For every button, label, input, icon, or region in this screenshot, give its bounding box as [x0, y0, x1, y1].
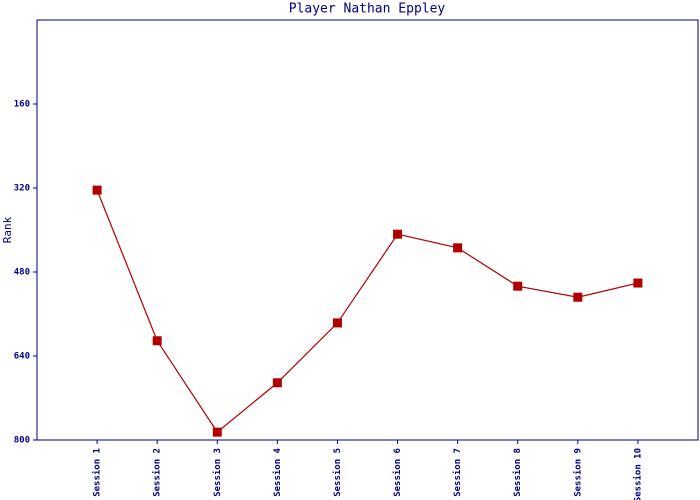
x-tick-label: Session 7: [452, 448, 463, 497]
plot-frame: [36, 19, 699, 441]
x-tick-label: Session 4: [272, 447, 283, 496]
y-axis-label: Rank: [1, 216, 14, 243]
x-tick-label: Session 3: [212, 448, 223, 497]
x-tick-label: Session 10: [632, 448, 643, 500]
data-point: [633, 278, 643, 288]
x-tick-label: Session 2: [152, 448, 163, 497]
y-tick-label: 640: [14, 352, 30, 362]
y-tick-label: 160: [14, 100, 30, 110]
x-tick-label: Session 1: [92, 448, 103, 497]
x-tick-label: Session 5: [332, 448, 343, 497]
y-tick-label: 320: [14, 184, 30, 194]
data-point: [152, 336, 162, 346]
x-tick-label: Session 8: [512, 448, 523, 497]
x-tick-label: Session 6: [392, 448, 403, 497]
data-point: [92, 185, 102, 195]
data-point: [212, 427, 222, 437]
x-tick-label: Session 9: [572, 448, 583, 497]
data-point: [332, 318, 342, 328]
data-line: [96, 189, 639, 434]
data-point: [393, 229, 403, 239]
y-tick-label: 800: [14, 436, 30, 446]
data-point: [513, 281, 523, 291]
y-tick-label: 480: [14, 268, 30, 278]
data-point: [453, 243, 463, 253]
chart-title: Player Nathan Eppley: [289, 2, 446, 17]
data-point: [573, 292, 583, 302]
data-point: [272, 378, 282, 388]
